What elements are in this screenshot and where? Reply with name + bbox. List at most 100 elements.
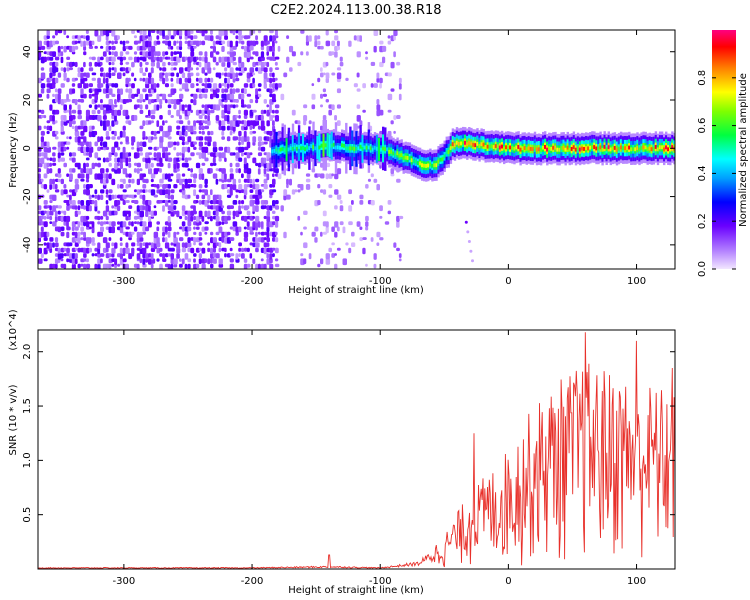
heatmap-cell — [148, 258, 152, 265]
heatmap-cell — [117, 35, 120, 40]
heatmap-cell — [139, 194, 143, 199]
heatmap-cell — [218, 242, 222, 248]
heatmap-cell — [173, 237, 178, 244]
heatmap-cell — [297, 61, 302, 67]
heatmap-cell — [648, 146, 651, 151]
heatmap-cell — [644, 145, 647, 150]
heatmap-cell — [77, 35, 82, 41]
heatmap-cell — [46, 210, 50, 217]
heatmap-cell — [184, 157, 189, 163]
heatmap-cell — [119, 61, 123, 66]
heatmap-cell — [466, 142, 469, 147]
heatmap-cell — [303, 258, 307, 265]
heatmap-cell — [195, 77, 199, 82]
heatmap-cell — [269, 88, 273, 94]
heatmap-cell — [325, 226, 329, 234]
heatmap-cell — [85, 173, 90, 180]
heatmap-cell — [252, 109, 257, 113]
heatmap-cell — [117, 157, 121, 163]
heatmap-cell — [398, 77, 402, 84]
heatmap-cell — [190, 125, 194, 133]
heatmap-cell — [136, 104, 141, 108]
heatmap-cell — [176, 125, 181, 130]
heatmap-cell — [83, 45, 87, 51]
heatmap-cell — [173, 67, 177, 71]
spectrogram-frame — [37, 29, 676, 270]
heatmap-cell — [63, 162, 67, 168]
heatmap-cell — [179, 99, 183, 102]
heatmap-cell — [224, 30, 228, 36]
heatmap-cell — [142, 194, 146, 201]
heatmap-cell — [207, 210, 211, 217]
heatmap-cell — [49, 115, 53, 122]
heatmap-cell — [320, 143, 323, 148]
heatmap-cell — [139, 125, 144, 130]
heatmap-cell — [164, 253, 169, 258]
heatmap-cell — [128, 45, 133, 50]
heatmap-cell — [357, 146, 360, 151]
heatmap-cell — [102, 157, 106, 163]
heatmap-cell — [102, 178, 107, 186]
heatmap-cell — [119, 242, 123, 247]
heatmap-cell — [164, 231, 168, 235]
heatmap-cell — [671, 145, 674, 149]
heatmap-cell — [102, 221, 107, 225]
heatmap-cell — [382, 56, 386, 64]
heatmap-cell — [179, 30, 183, 37]
heatmap-cell — [63, 247, 67, 252]
heatmap-cell — [94, 173, 99, 180]
heatmap-cell — [269, 104, 272, 111]
heatmap-cell — [49, 104, 53, 111]
heatmap-cell — [100, 189, 105, 194]
heatmap-cell — [246, 77, 251, 83]
heatmap-cell — [122, 189, 127, 193]
heatmap-cell — [142, 247, 147, 254]
heatmap-cell — [550, 146, 553, 151]
heatmap-cell — [260, 51, 265, 58]
heatmap-cell — [238, 115, 241, 119]
heatmap-cell — [74, 189, 78, 193]
heatmap-cell — [46, 157, 50, 161]
heatmap-cell — [66, 56, 71, 60]
heatmap-cell — [224, 93, 227, 101]
heatmap-cell — [470, 141, 473, 146]
heatmap-cell — [260, 189, 265, 193]
heatmap-cell — [148, 162, 151, 170]
heatmap-cell — [201, 215, 205, 222]
heatmap-cell — [100, 215, 104, 220]
heatmap-cell — [181, 205, 186, 212]
heatmap-cell — [94, 104, 98, 110]
heatmap-cell — [150, 130, 155, 135]
heatmap-cell — [100, 226, 104, 232]
heatmap-cell — [235, 231, 239, 236]
heatmap-cell — [500, 144, 504, 149]
heatmap-cell — [241, 152, 244, 157]
heatmap-cell — [156, 93, 160, 100]
heatmap-cell — [255, 263, 259, 269]
heatmap-cell — [167, 210, 172, 214]
heatmap-cell — [173, 231, 177, 239]
heatmap-cell — [252, 157, 257, 164]
heatmap-cell — [71, 109, 77, 114]
heatmap-cell — [204, 210, 208, 218]
heatmap-cell — [235, 136, 239, 141]
heatmap-cell — [246, 247, 250, 252]
heatmap-cell — [252, 258, 256, 264]
heatmap-cell — [379, 237, 384, 241]
heatmap-cell — [320, 173, 325, 179]
heatmap-cell — [128, 210, 131, 217]
heatmap-cell — [77, 104, 81, 111]
heatmap-cell — [167, 61, 171, 66]
heatmap-cell — [63, 263, 67, 269]
heatmap-cell — [148, 157, 151, 164]
heatmap-cell — [167, 231, 171, 238]
heatmap-cell — [224, 247, 227, 253]
heatmap-cell — [111, 247, 116, 254]
heatmap-cell — [125, 263, 129, 269]
heatmap-cell — [195, 83, 199, 86]
heatmap-cell — [40, 130, 45, 136]
heatmap-cell — [195, 194, 200, 200]
heatmap-cell — [238, 247, 242, 252]
